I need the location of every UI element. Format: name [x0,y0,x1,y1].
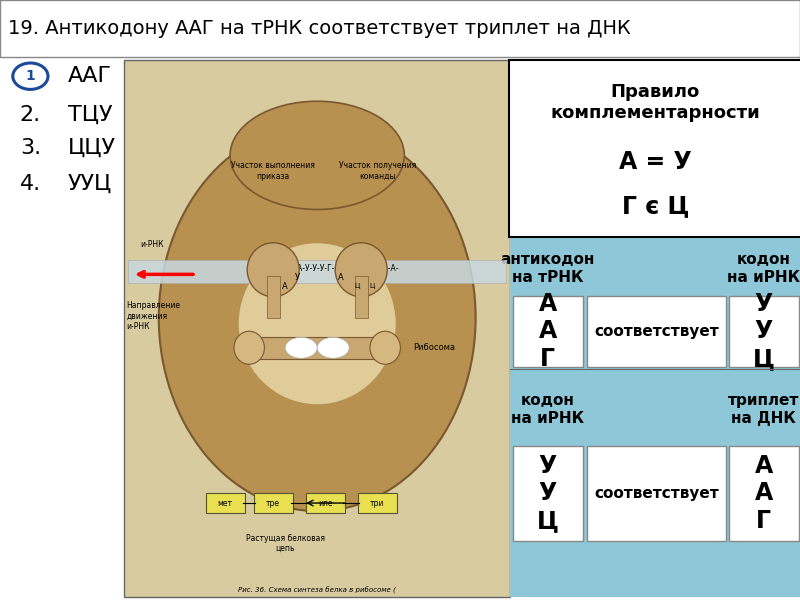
Text: тре: тре [266,499,280,508]
FancyBboxPatch shape [254,493,293,513]
FancyBboxPatch shape [245,337,389,359]
Text: Направление
движения
и-РНК: Направление движения и-РНК [126,301,181,331]
Text: соответствует: соответствует [594,486,719,501]
Ellipse shape [335,243,387,297]
Text: антикодон
на тРНК: антикодон на тРНК [501,252,595,284]
FancyBboxPatch shape [587,446,726,541]
Ellipse shape [285,337,317,358]
Text: 19. Антикодону ААГ на тРНК соответствует триплет на ДНК: 19. Антикодону ААГ на тРНК соответствует… [8,19,630,38]
Text: триплет
на ДНК: триплет на ДНК [728,394,799,426]
FancyBboxPatch shape [509,60,800,237]
FancyBboxPatch shape [513,296,582,367]
Text: кодон
на иРНК: кодон на иРНК [727,252,800,284]
FancyBboxPatch shape [124,60,510,597]
Text: Участок выполнения
приказа: Участок выполнения приказа [231,161,315,181]
Text: А
А
Г: А А Г [754,454,773,533]
Ellipse shape [317,337,349,358]
Text: У
У
Ц: У У Ц [537,454,558,533]
Text: ТЦУ: ТЦУ [68,105,113,125]
Text: Г є Ц: Г є Ц [622,194,689,218]
Text: три: три [370,499,384,508]
FancyBboxPatch shape [513,446,582,541]
FancyBboxPatch shape [266,276,280,318]
Ellipse shape [234,331,264,364]
Text: иле: иле [318,499,333,508]
Text: и-РНК: и-РНК [140,240,163,249]
FancyBboxPatch shape [729,446,798,541]
Text: А-У-Г-А-Ц-Ц-А-У-У-У-Г-Г-Г-Ц-А-Ц-А-А-А-: А-У-Г-А-Ц-Ц-А-У-У-У-Г-Г-Г-Ц-А-Ц-А-А-А- [250,264,400,273]
Text: 1: 1 [26,69,35,83]
Text: А: А [282,282,288,291]
Text: Ц: Ц [354,283,360,289]
Text: Ц: Ц [369,283,374,289]
Text: мет: мет [218,499,233,508]
Ellipse shape [370,331,400,364]
FancyBboxPatch shape [306,493,345,513]
FancyBboxPatch shape [358,493,397,513]
FancyBboxPatch shape [587,296,726,367]
Text: Растущая белковая
цепь: Растущая белковая цепь [246,533,325,553]
Text: УУЦ: УУЦ [68,174,112,194]
Ellipse shape [247,243,299,297]
Text: А: А [338,273,344,282]
FancyBboxPatch shape [510,60,800,597]
Text: ЦЦУ: ЦЦУ [68,138,116,158]
FancyBboxPatch shape [729,296,798,367]
Text: А = У: А = У [619,149,691,174]
Text: 2.: 2. [20,105,41,125]
Ellipse shape [238,242,397,405]
Text: У: У [294,273,300,282]
Text: Участок получения
команды: Участок получения команды [338,161,416,181]
FancyBboxPatch shape [206,493,245,513]
Text: У
У
Ц: У У Ц [753,292,774,371]
Ellipse shape [158,124,476,511]
Text: Рибосома: Рибосома [413,343,455,352]
Text: А
А
Г: А А Г [538,292,557,371]
Text: Рис. 36. Схема синтеза белка в рибосоме (: Рис. 36. Схема синтеза белка в рибосоме … [238,587,396,594]
Text: Правило
комплементарности: Правило комплементарности [550,83,760,122]
Text: ААГ: ААГ [68,66,112,86]
Ellipse shape [230,101,404,209]
FancyBboxPatch shape [354,276,367,318]
FancyBboxPatch shape [0,0,800,57]
Text: 4.: 4. [20,174,41,194]
Text: 3.: 3. [20,138,41,158]
Text: соответствует: соответствует [594,324,719,339]
Text: кодон
на иРНК: кодон на иРНК [511,394,584,426]
FancyBboxPatch shape [128,260,506,283]
